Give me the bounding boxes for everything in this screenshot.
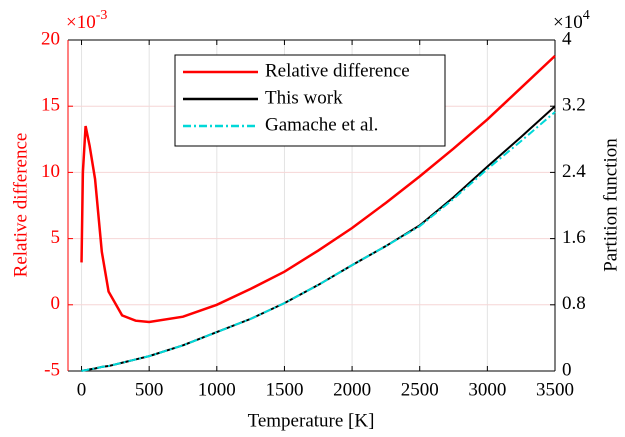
- y2-tick-label: 2.4: [562, 161, 586, 182]
- scale-base: ×10: [66, 12, 96, 33]
- x-tick-label: 2000: [333, 379, 371, 400]
- x-axis-label: Temperature [K]: [248, 410, 375, 431]
- series-line: [81, 111, 556, 372]
- x-tick-label: 3500: [536, 379, 574, 400]
- y2-tick-label: 1.6: [562, 227, 586, 248]
- legend-label: Gamache et al.: [265, 114, 378, 135]
- y2-tick-label: 4: [562, 28, 572, 49]
- scale-exponent: -3: [96, 8, 108, 23]
- x-tick-label: 3000: [468, 379, 506, 400]
- y-tick-label: 0: [51, 293, 61, 314]
- y2-tick-label: 0: [562, 359, 572, 380]
- scale-exponent: 4: [583, 8, 590, 23]
- y-tick-label: 10: [41, 161, 60, 182]
- legend-label: This work: [265, 87, 343, 108]
- y-tick-label: -5: [44, 359, 60, 380]
- x-tick-label: 1500: [265, 379, 303, 400]
- y-scale-label: ×10-3: [66, 8, 107, 33]
- y2-scale-label: ×104: [553, 8, 590, 33]
- y2-axis-label: Partition function: [600, 138, 621, 272]
- y2-tick-label: 3.2: [562, 95, 586, 116]
- series-line: [80, 54, 556, 324]
- x-tick-label: 500: [135, 379, 164, 400]
- y2-tick-label: 0.8: [562, 293, 586, 314]
- legend-box: [174, 54, 446, 147]
- legend-label: Relative difference: [265, 60, 410, 81]
- scale-base: ×10: [553, 12, 583, 33]
- x-tick-label: 2500: [401, 379, 439, 400]
- x-tick-label: 1000: [198, 379, 236, 400]
- y-tick-label: 5: [51, 227, 61, 248]
- y-tick-label: 20: [41, 28, 60, 49]
- x-tick-label: 0: [77, 379, 87, 400]
- y-tick-label: 15: [41, 95, 60, 116]
- y-axis-label: Relative difference: [10, 133, 31, 278]
